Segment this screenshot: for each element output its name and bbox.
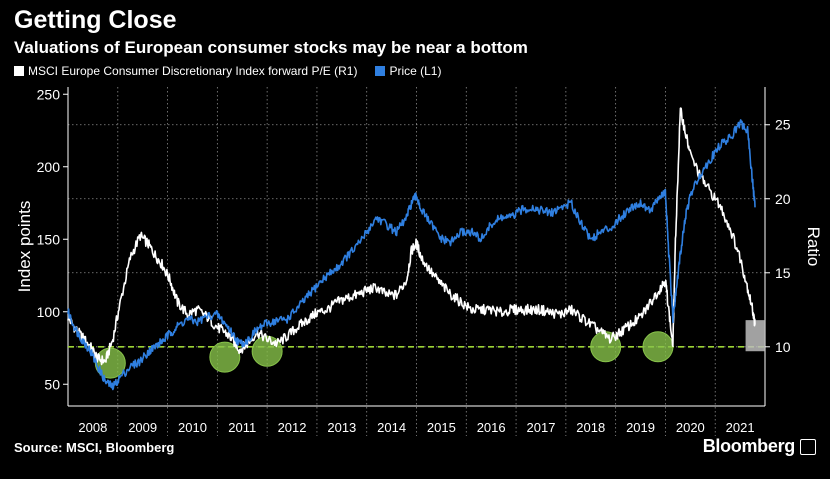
highlight-circle [642,331,674,363]
y-left-tick-label: 250 [37,86,61,102]
legend: MSCI Europe Consumer Discretionary Index… [14,64,441,78]
x-tick-label: 2021 [726,420,755,435]
axes-layer [63,87,770,407]
latest-value-box [745,320,766,352]
legend-swatch-price [375,66,386,76]
chart-subtitle: Valuations of European consumer stocks m… [14,38,528,57]
label-layer: 50 100 150 200 250 10 15 20 25 2008 2009 2010 2011 20… [15,86,823,435]
x-tick-label: 2017 [527,420,556,435]
x-tick-label: 2009 [128,420,157,435]
legend-label-pe: MSCI Europe Consumer Discretionary Index… [28,64,358,78]
y-left-tick-label: 100 [37,304,61,320]
y-axis-right-title: Ratio [804,227,823,267]
y-right-tick-label: 20 [775,191,791,207]
highlight-circle [209,341,241,373]
y-right-tick-label: 15 [775,265,791,281]
x-tick-label: 2010 [178,420,207,435]
bloomberg-icon [800,438,816,455]
legend-label-price: Price (L1) [389,64,442,78]
x-tick-label: 2018 [576,420,605,435]
grid-layer [68,87,765,436]
x-tick-label: 2012 [278,420,307,435]
legend-swatch-pe [14,66,24,76]
y-left-tick-label: 150 [37,231,61,247]
x-tick-label: 2014 [377,420,406,435]
brand-logo: Bloomberg [703,436,816,457]
x-tick-label: 2016 [477,420,506,435]
y-left-tick-label: 50 [44,376,60,392]
x-tick-label: 2008 [78,420,107,435]
x-tick-label: 2013 [327,420,356,435]
chart-title: Getting Close [14,6,177,34]
source-note: Source: MSCI, Bloomberg [14,440,175,455]
highlight-circle [94,347,126,379]
legend-item-pe: MSCI Europe Consumer Discretionary Index… [14,64,357,78]
x-tick-label: 2011 [228,420,256,435]
brand-name: Bloomberg [702,436,796,456]
x-tick-label: 2020 [676,420,705,435]
y-axis-left-title: Index points [15,201,34,293]
x-tick-label: 2015 [427,420,456,435]
y-right-tick-label: 25 [775,117,791,133]
highlight-layer [68,320,766,379]
legend-item-price: Price (L1) [375,64,441,78]
y-left-tick-label: 200 [37,159,61,175]
series-layer [67,107,756,391]
series-line-price [67,119,756,391]
series-line-pe [67,107,756,366]
y-right-tick-label: 10 [775,339,791,355]
x-tick-label: 2019 [626,420,655,435]
